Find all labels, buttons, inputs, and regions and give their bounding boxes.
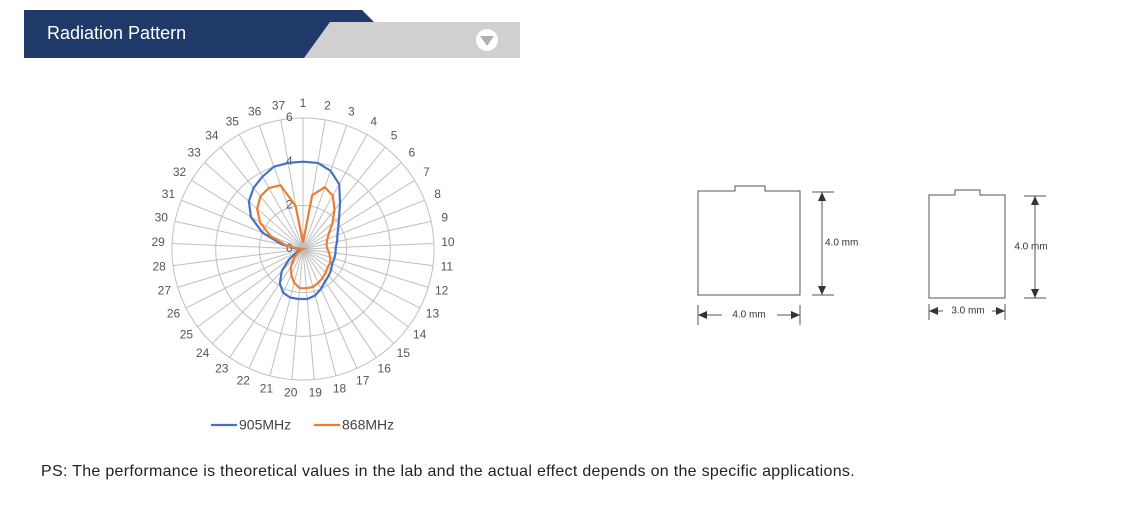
category-label: 24 — [196, 346, 210, 360]
spoke — [172, 248, 304, 267]
category-label: 12 — [435, 284, 449, 298]
category-label: 14 — [413, 327, 427, 341]
width-label: 3.0 mm — [951, 306, 984, 317]
spoke — [302, 248, 377, 358]
spoke — [220, 146, 304, 250]
spoke — [302, 248, 434, 267]
spoke — [181, 199, 304, 250]
legend-label: 868MHz — [342, 417, 394, 433]
spoke — [302, 248, 358, 369]
category-label: 35 — [226, 115, 240, 129]
category-label: 7 — [423, 165, 430, 179]
category-label: 16 — [378, 361, 392, 375]
spoke — [302, 134, 368, 250]
height-label: 4.0 mm — [825, 238, 858, 249]
category-label: 21 — [260, 381, 274, 395]
category-label: 22 — [237, 373, 251, 387]
spoke — [204, 162, 304, 250]
category-label: 19 — [309, 386, 323, 400]
category-label: 28 — [152, 260, 166, 274]
spoke — [302, 248, 429, 288]
spoke — [177, 248, 304, 288]
spoke — [302, 248, 395, 344]
spoke — [302, 199, 425, 250]
spoke — [248, 248, 304, 369]
collapse-button[interactable] — [476, 29, 498, 51]
height-label: 4.0 mm — [1014, 242, 1047, 253]
category-label: 20 — [284, 386, 298, 400]
spoke — [185, 248, 304, 309]
spoke — [302, 242, 434, 250]
category-label: 17 — [356, 373, 370, 387]
category-label: 9 — [441, 211, 448, 225]
category-label: 11 — [441, 260, 454, 274]
category-label: 33 — [187, 145, 201, 159]
note: PS: The performance is theoretical value… — [41, 463, 855, 480]
spoke — [302, 162, 402, 250]
r-tick-label: 4 — [286, 154, 293, 168]
spoke — [238, 134, 304, 250]
category-label: 32 — [173, 165, 187, 179]
category-label: 36 — [248, 104, 262, 118]
spoke — [302, 248, 337, 376]
header-title: Radiation Pattern — [47, 23, 186, 43]
r-tick-label: 2 — [286, 198, 293, 212]
spoke — [211, 248, 304, 344]
header-bar — [303, 22, 520, 58]
series-line — [247, 160, 342, 301]
spoke — [197, 248, 304, 328]
spoke — [302, 248, 421, 309]
r-tick-label: 0 — [286, 241, 293, 255]
series-line — [255, 183, 336, 290]
category-label: 13 — [426, 306, 440, 320]
category-label: 30 — [155, 211, 169, 225]
spoke — [302, 146, 386, 250]
spoke — [302, 248, 409, 328]
arrowheads — [698, 192, 826, 319]
category-label: 4 — [370, 115, 377, 129]
arrowheads — [929, 196, 1039, 315]
spoke — [172, 242, 304, 250]
category-label: 18 — [333, 381, 347, 395]
category-label: 1 — [300, 96, 307, 110]
spoke — [302, 220, 432, 250]
category-label: 5 — [391, 128, 398, 142]
category-label: 3 — [348, 104, 355, 118]
category-label: 6 — [409, 145, 416, 159]
category-label: 25 — [180, 327, 194, 341]
category-label: 2 — [324, 98, 331, 112]
header-tab — [24, 10, 374, 58]
category-label: 29 — [151, 235, 165, 249]
spoke — [302, 179, 415, 250]
width-label: 4.0 mm — [732, 310, 765, 321]
legend-label: 905MHz — [239, 417, 291, 433]
category-label: 27 — [158, 284, 172, 298]
category-label: 26 — [167, 306, 181, 320]
category-label: 15 — [397, 346, 411, 360]
category-label: 10 — [441, 235, 455, 249]
category-label: 31 — [162, 187, 176, 201]
spoke — [191, 179, 304, 250]
r-tick-label: 6 — [286, 110, 293, 124]
category-label: 34 — [205, 128, 219, 142]
spoke — [269, 248, 304, 376]
spoke — [291, 248, 304, 380]
category-label: 8 — [434, 187, 441, 201]
antenna-outline — [697, 185, 834, 325]
antenna-outline — [928, 189, 1046, 320]
category-label: 23 — [215, 361, 229, 375]
spoke — [302, 248, 315, 380]
category-label: 37 — [272, 98, 286, 112]
